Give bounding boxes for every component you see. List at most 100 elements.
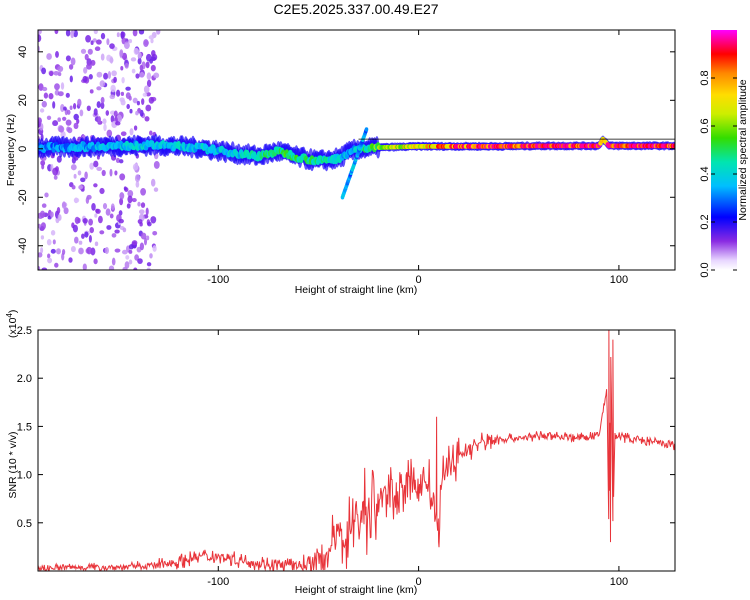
spectrogram-cell <box>61 249 66 255</box>
snr-frame <box>37 329 676 572</box>
spectrogram-y-ticks: -40 -20 0 20 40 <box>17 46 675 254</box>
spectrogram-cell <box>150 56 157 62</box>
spectrogram-cell <box>136 100 140 106</box>
spectrogram-cell <box>150 216 157 224</box>
spectrogram-cell <box>58 125 65 133</box>
spectrogram-cell <box>57 214 62 221</box>
spectrogram-cell <box>119 192 125 200</box>
spectrogram-cell <box>82 263 87 270</box>
spectrogram-cell <box>151 50 156 57</box>
snr-x-tick-label: -100 <box>207 576 229 588</box>
spectrogram-cell <box>49 211 54 218</box>
spectrogram-cell <box>70 246 76 253</box>
spectrogram-cell <box>146 267 151 270</box>
spectrogram-cell <box>109 213 114 219</box>
spectrogram-cell <box>140 202 146 208</box>
spectrogram-cell <box>76 118 80 124</box>
spectrogram-cell <box>104 246 109 255</box>
spectrogram-cell <box>83 66 88 74</box>
spectrogram-x-ticks: -100 0 100 <box>207 30 628 286</box>
spectrogram-cell <box>128 244 134 250</box>
spectrogram-cell <box>77 98 82 107</box>
colorbar-tick-label: 0.8 <box>699 70 711 85</box>
spectrogram-cell <box>125 255 130 260</box>
spectrogram-cell <box>124 62 129 69</box>
spectrogram-cell <box>69 105 73 111</box>
spectrogram-cell <box>133 47 139 55</box>
spectrogram-cell <box>131 198 137 203</box>
spectrogram-cell <box>100 53 105 61</box>
spectrogram-cell <box>43 92 49 99</box>
snr-y-tick-label: 2.5 <box>17 325 32 337</box>
spectrogram-cell <box>82 217 88 224</box>
spectrogram-cell <box>44 192 49 198</box>
spectrogram-cell <box>129 128 134 136</box>
spectrogram-cell <box>73 173 77 179</box>
spectrogram-cell <box>140 188 147 196</box>
spectrogram-cell <box>70 30 75 39</box>
spectrogram-cell <box>143 85 150 94</box>
spectrogram-cell <box>87 48 93 55</box>
spectrogram-cell <box>114 248 121 253</box>
spectrogram-cell <box>114 170 118 176</box>
spectrogram-cell <box>63 106 67 111</box>
spectrogram-cell <box>65 30 71 37</box>
spectrogram-cell <box>121 76 125 84</box>
spectrogram-cell <box>52 101 56 109</box>
spectrogram-cell <box>40 222 46 230</box>
spectrogram-cell <box>74 236 79 244</box>
spectrogram-cell <box>127 190 134 198</box>
spectrogram-cell <box>70 164 77 171</box>
spectrogram-cell <box>84 171 88 180</box>
spectrogram-cell <box>49 70 54 77</box>
spectrogram-cell <box>153 72 160 79</box>
spectrogram-cell <box>57 65 64 72</box>
snr-series-line <box>38 330 675 571</box>
snr-y-ticks: 0.5 1.0 1.5 2.0 2.5 <box>17 325 675 530</box>
spectrogram-cell <box>41 267 48 270</box>
spectrogram-cell <box>123 41 130 50</box>
spectrogram-cell <box>52 120 59 127</box>
spectrogram-cell <box>63 207 69 215</box>
spectrogram-cell <box>60 82 65 90</box>
spectrogram-cell <box>46 53 52 60</box>
spectrogram-cell <box>52 239 56 245</box>
spectrogram-cell <box>40 160 46 166</box>
spectrogram-cell <box>116 32 120 38</box>
spectrogram-cell <box>57 91 64 97</box>
spectrogram-cell <box>132 97 138 104</box>
spectrogram-cell <box>91 203 96 211</box>
spectrogram-cell <box>94 46 101 51</box>
spectrogram-cell <box>74 216 80 224</box>
spectrogram-cell <box>133 267 138 270</box>
snr-y-tick-label: 1.0 <box>17 470 32 482</box>
spectrogram-cell <box>67 127 73 134</box>
spectrogram-cell <box>137 219 143 224</box>
spectrogram-cell <box>73 113 79 121</box>
spectrogram-cell <box>146 72 152 81</box>
spectrogram-cell <box>88 218 93 226</box>
spectrogram-cell <box>364 127 369 132</box>
spectrogram-cell <box>113 76 117 83</box>
spectrogram-cell <box>111 233 117 238</box>
spectrogram-cell <box>80 177 86 183</box>
spectrogram-cell <box>86 63 92 70</box>
spectrogram-x-tick-label: -100 <box>207 274 229 286</box>
colorbar-tick-label: 0.2 <box>699 214 711 229</box>
spectrogram-cell <box>82 75 88 83</box>
spectrogram-cell <box>41 67 47 75</box>
spectrogram-cell <box>86 246 93 255</box>
spectrogram-cell <box>65 119 72 126</box>
spectrogram-cell <box>40 235 45 240</box>
colorbar: 0.0 0.2 0.4 0.6 0.8 Normalized spectral ampl… <box>699 30 749 278</box>
spectrogram-cell <box>111 70 117 77</box>
spectrogram-cell <box>120 66 124 71</box>
spectrogram-cell <box>47 253 51 259</box>
spectrogram-cell <box>50 248 56 254</box>
spectrogram-cell <box>139 209 145 215</box>
spectrogram-cell <box>89 226 94 234</box>
spectrogram-cell <box>135 73 140 79</box>
spectrogram-cell <box>73 122 79 130</box>
spectrogram-cell <box>97 215 103 224</box>
spectrogram-cell <box>120 31 125 40</box>
